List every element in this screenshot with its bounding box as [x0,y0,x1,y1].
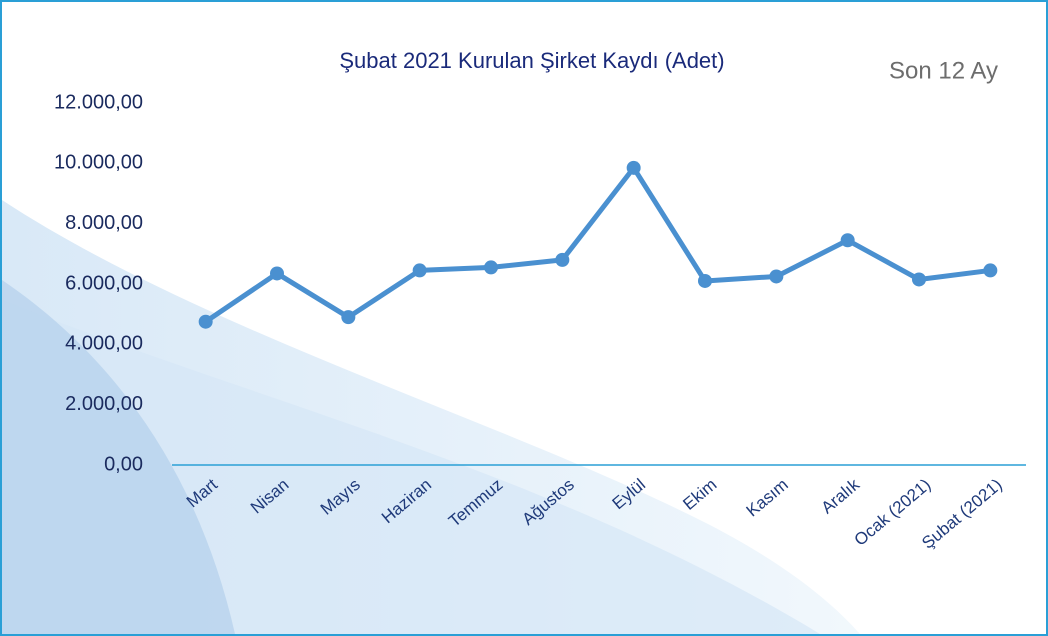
y-tick-label: 2.000,00 [65,393,143,415]
point [341,310,356,325]
point [270,266,284,281]
point [412,263,427,278]
decor-swoosh [2,280,235,634]
y-tick-label: 8.000,00 [65,212,143,234]
point [912,272,926,287]
chart-title: Şubat 2021 Kurulan Şirket Kaydı (Adet) [339,48,724,73]
point [555,252,570,267]
point [484,260,498,275]
point [198,314,213,329]
point [698,273,712,288]
point [840,233,855,248]
chart-subtitle: Son 12 Ay [889,57,998,84]
line [204,165,991,324]
point [983,263,998,278]
point [769,269,784,284]
y-tick-label: 4.000,00 [65,333,143,355]
point [626,160,641,175]
y-tick-label: 6.000,00 [65,272,143,294]
y-tick-label: 0,00 [104,453,143,475]
y-tick-label: 12.000,00 [54,91,143,113]
y-tick-label: 10.000,00 [54,152,143,174]
